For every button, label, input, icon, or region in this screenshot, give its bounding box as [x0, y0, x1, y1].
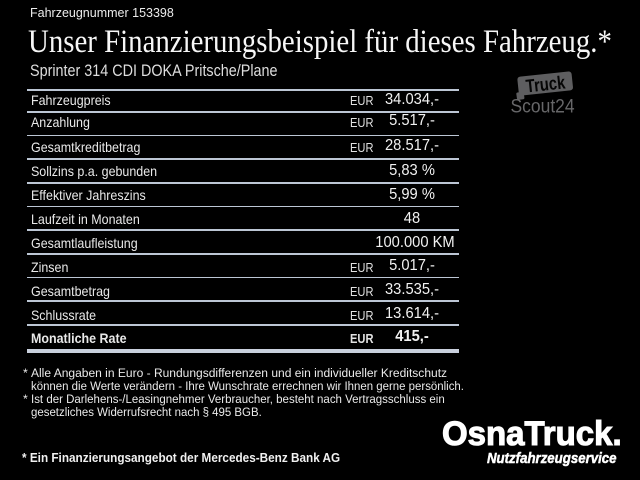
svg-text:Truck: Truck — [525, 72, 567, 97]
svg-text:Scout24: Scout24 — [511, 95, 575, 117]
